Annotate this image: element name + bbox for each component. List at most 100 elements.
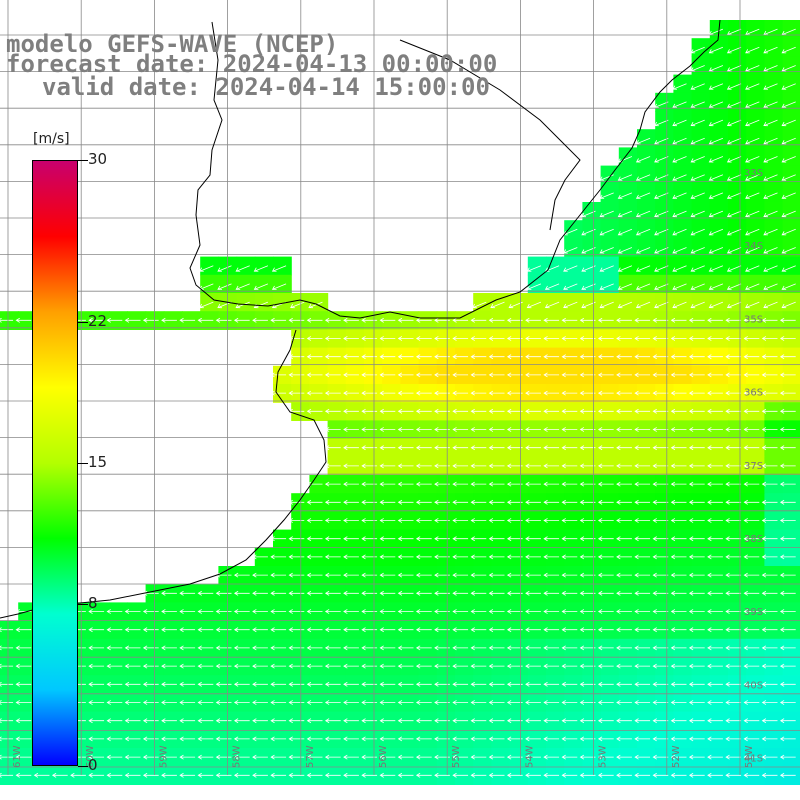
wind-arrow [616, 681, 632, 687]
wind-arrow [252, 609, 268, 614]
wind-cell [782, 129, 800, 148]
wind-arrow [635, 156, 651, 163]
wind-cell [200, 274, 219, 294]
wind-arrow [88, 627, 105, 633]
wind-arrow [597, 627, 614, 633]
wind-arrow [688, 408, 705, 414]
wind-arrow [525, 499, 541, 505]
wind-arrow [761, 609, 778, 614]
wind-arrow [561, 663, 578, 669]
wind-arrow [561, 754, 578, 760]
wind-arrow [324, 445, 341, 451]
wind-arrow [361, 408, 378, 414]
wind-arrow [763, 101, 778, 108]
wind-arrow [561, 554, 578, 560]
longitude-label: 51W [744, 745, 755, 768]
wind-cell [691, 38, 711, 57]
wind-arrow [761, 681, 778, 687]
wind-arrow [179, 663, 196, 669]
wind-arrow [726, 301, 742, 309]
wind-arrow [379, 499, 396, 505]
wind-arrow [361, 536, 378, 542]
wind-arrow [379, 427, 396, 432]
wind-arrow [525, 681, 541, 687]
wind-cell [691, 183, 711, 203]
wind-cell [655, 92, 674, 112]
wind-arrow [324, 536, 341, 542]
wind-arrow [525, 354, 541, 360]
wind-cell [782, 220, 800, 239]
wind-arrow [343, 499, 359, 505]
wind-cell [691, 111, 711, 130]
wind-arrow [561, 590, 578, 596]
wind-arrow [597, 427, 614, 432]
wind-arrow [253, 283, 269, 290]
wind-arrow [306, 681, 323, 687]
wind-arrow [543, 590, 560, 596]
wind-arrow [634, 463, 651, 469]
wind-arrow [361, 463, 378, 469]
wind-arrow [88, 663, 105, 669]
wind-arrow [743, 700, 760, 705]
wind-arrow [634, 336, 651, 341]
wind-arrow [745, 283, 760, 290]
wind-arrow [490, 301, 505, 309]
wind-arrow [397, 336, 414, 341]
wind-cell [618, 202, 638, 221]
wind-arrow [652, 445, 669, 451]
wind-arrow [579, 427, 596, 432]
wind-arrow [652, 572, 669, 578]
wind-arrow [452, 336, 469, 341]
wind-arrow [434, 772, 450, 778]
wind-arrow [161, 590, 177, 596]
wind-arrow [488, 572, 505, 578]
wind-arrow [670, 317, 687, 323]
wind-arrow [725, 681, 742, 687]
wind-cell [655, 293, 674, 312]
wind-cell [254, 274, 274, 294]
wind-arrow [688, 736, 705, 742]
wind-arrow [761, 499, 778, 505]
wind-arrow [690, 247, 705, 254]
wind-arrow [270, 554, 287, 560]
wind-arrow [470, 681, 487, 687]
wind-cell [673, 293, 693, 312]
wind-arrow [761, 518, 778, 523]
wind-arrow [488, 445, 505, 451]
wind-arrow [761, 736, 778, 742]
wind-cell [764, 56, 784, 76]
wind-cell [691, 274, 711, 294]
wind-arrow [543, 645, 560, 651]
wind-arrow [745, 137, 760, 145]
wind-arrow [124, 736, 141, 742]
wind-arrow [725, 408, 742, 414]
wind-arrow [361, 445, 378, 451]
wind-arrow [415, 336, 432, 341]
wind-arrow [142, 627, 159, 633]
wind-cell [746, 20, 765, 39]
wind-arrow [725, 481, 742, 487]
wind-arrow [252, 681, 268, 687]
wind-arrow [616, 627, 632, 633]
wind-cell [273, 274, 292, 294]
wind-arrow [654, 192, 669, 199]
wind-arrow [525, 772, 541, 778]
wind-cell [673, 92, 693, 112]
wind-arrow [726, 137, 742, 145]
colorbar-unit: [m/s] [33, 131, 70, 147]
wind-cell [564, 274, 583, 294]
wind-arrow [725, 372, 742, 378]
wind-arrow [670, 645, 687, 651]
wind-cell [728, 220, 747, 239]
wind-arrow [670, 463, 687, 469]
wind-arrow [124, 772, 141, 778]
wind-arrow [415, 554, 432, 560]
wind-arrow [106, 627, 123, 633]
wind-cell [728, 147, 747, 167]
wind-arrow [725, 445, 742, 451]
wind-arrow [270, 590, 287, 596]
wind-arrow [579, 317, 596, 323]
wind-arrow [217, 265, 232, 272]
wind-cell [618, 220, 638, 239]
wind-arrow [779, 572, 796, 578]
